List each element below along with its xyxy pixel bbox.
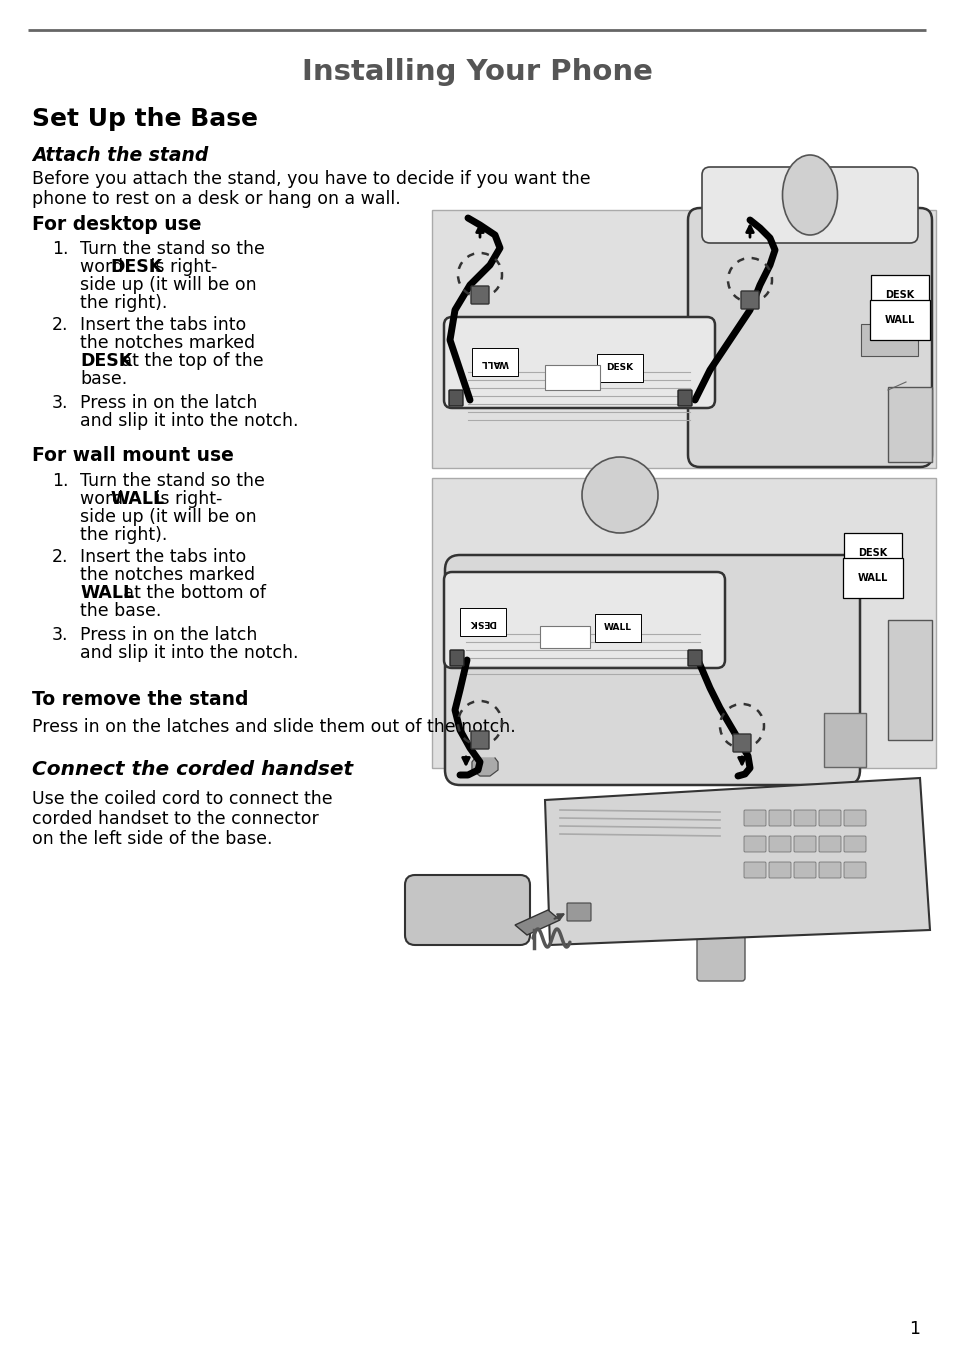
Ellipse shape (781, 155, 837, 235)
Text: DESK: DESK (858, 548, 886, 558)
Text: DESK: DESK (606, 364, 633, 373)
Text: word: word (80, 490, 129, 508)
FancyBboxPatch shape (566, 902, 590, 921)
Text: DESK: DESK (110, 258, 162, 275)
FancyBboxPatch shape (443, 318, 714, 408)
Text: For wall mount use: For wall mount use (32, 446, 233, 465)
Text: WALL: WALL (480, 357, 509, 366)
FancyBboxPatch shape (818, 810, 841, 826)
Text: is right-: is right- (145, 258, 217, 275)
Text: WALL: WALL (80, 584, 134, 603)
Text: Press in on the latch: Press in on the latch (80, 394, 257, 413)
Text: Attach the stand: Attach the stand (32, 147, 208, 166)
FancyBboxPatch shape (743, 810, 765, 826)
Text: phone to rest on a desk or hang on a wall.: phone to rest on a desk or hang on a wal… (32, 190, 400, 208)
Text: on the left side of the base.: on the left side of the base. (32, 830, 273, 848)
Text: and slip it into the notch.: and slip it into the notch. (80, 413, 298, 430)
Polygon shape (544, 778, 929, 944)
Text: For desktop use: For desktop use (32, 214, 201, 233)
FancyBboxPatch shape (432, 210, 935, 468)
FancyBboxPatch shape (449, 389, 462, 406)
Text: 2.: 2. (52, 316, 69, 334)
Text: Before you attach the stand, you have to decide if you want the: Before you attach the stand, you have to… (32, 170, 590, 189)
FancyBboxPatch shape (861, 324, 917, 356)
Text: side up (it will be on: side up (it will be on (80, 275, 256, 294)
FancyBboxPatch shape (743, 836, 765, 852)
Text: WALL: WALL (883, 315, 914, 324)
Text: 2.: 2. (52, 548, 69, 566)
FancyBboxPatch shape (818, 836, 841, 852)
Text: base.: base. (80, 370, 127, 388)
Text: Insert the tabs into: Insert the tabs into (80, 316, 246, 334)
FancyBboxPatch shape (793, 810, 815, 826)
Text: Installing Your Phone: Installing Your Phone (301, 58, 652, 85)
FancyBboxPatch shape (843, 862, 865, 878)
Text: the notches marked: the notches marked (80, 566, 254, 584)
FancyBboxPatch shape (405, 875, 530, 944)
Text: Turn the stand so the: Turn the stand so the (80, 472, 265, 490)
Text: To remove the stand: To remove the stand (32, 689, 248, 708)
Text: the base.: the base. (80, 603, 161, 620)
Text: at the top of the: at the top of the (116, 351, 263, 370)
FancyBboxPatch shape (697, 925, 744, 981)
FancyBboxPatch shape (740, 290, 759, 309)
Text: 1.: 1. (52, 240, 69, 258)
Text: at the bottom of: at the bottom of (118, 584, 266, 603)
FancyBboxPatch shape (687, 208, 931, 467)
FancyBboxPatch shape (539, 626, 589, 649)
Text: 3.: 3. (52, 394, 69, 413)
Polygon shape (515, 911, 559, 935)
FancyBboxPatch shape (768, 836, 790, 852)
Text: Set Up the Base: Set Up the Base (32, 107, 257, 132)
FancyBboxPatch shape (678, 389, 691, 406)
FancyBboxPatch shape (823, 712, 865, 767)
Text: the right).: the right). (80, 527, 167, 544)
Text: Press in on the latches and slide them out of the notch.: Press in on the latches and slide them o… (32, 718, 516, 735)
FancyBboxPatch shape (659, 868, 780, 934)
Text: Use the coiled cord to connect the: Use the coiled cord to connect the (32, 790, 333, 807)
FancyBboxPatch shape (793, 862, 815, 878)
FancyBboxPatch shape (450, 650, 463, 666)
Text: side up (it will be on: side up (it will be on (80, 508, 256, 527)
FancyBboxPatch shape (793, 836, 815, 852)
FancyBboxPatch shape (843, 810, 865, 826)
Text: 1: 1 (908, 1320, 919, 1338)
FancyBboxPatch shape (818, 862, 841, 878)
Polygon shape (472, 759, 497, 776)
Text: Connect the corded handset: Connect the corded handset (32, 760, 353, 779)
FancyBboxPatch shape (432, 478, 935, 768)
FancyBboxPatch shape (444, 555, 859, 784)
FancyBboxPatch shape (544, 365, 599, 389)
FancyBboxPatch shape (443, 573, 724, 668)
FancyBboxPatch shape (471, 731, 489, 749)
FancyBboxPatch shape (768, 810, 790, 826)
Text: WALL: WALL (857, 573, 887, 584)
Text: Insert the tabs into: Insert the tabs into (80, 548, 246, 566)
Text: 3.: 3. (52, 626, 69, 645)
FancyBboxPatch shape (732, 734, 750, 752)
FancyBboxPatch shape (471, 286, 489, 304)
Text: Press in on the latch: Press in on the latch (80, 626, 257, 645)
Text: is right-: is right- (150, 490, 222, 508)
FancyBboxPatch shape (701, 167, 917, 243)
Text: and slip it into the notch.: and slip it into the notch. (80, 645, 298, 662)
Text: Turn the stand so the: Turn the stand so the (80, 240, 265, 258)
Text: the notches marked: the notches marked (80, 334, 254, 351)
Text: DESK: DESK (469, 617, 497, 627)
Text: DESK: DESK (80, 351, 132, 370)
FancyBboxPatch shape (843, 836, 865, 852)
Text: corded handset to the connector: corded handset to the connector (32, 810, 318, 828)
Text: DESK: DESK (884, 290, 914, 300)
Text: word: word (80, 258, 129, 275)
FancyBboxPatch shape (887, 387, 931, 461)
FancyBboxPatch shape (743, 862, 765, 878)
FancyBboxPatch shape (768, 862, 790, 878)
FancyBboxPatch shape (887, 620, 931, 740)
Text: WALL: WALL (603, 623, 631, 632)
Text: WALL: WALL (110, 490, 164, 508)
Text: 1.: 1. (52, 472, 69, 490)
Circle shape (581, 457, 658, 533)
FancyBboxPatch shape (687, 650, 701, 666)
Text: the right).: the right). (80, 294, 167, 312)
